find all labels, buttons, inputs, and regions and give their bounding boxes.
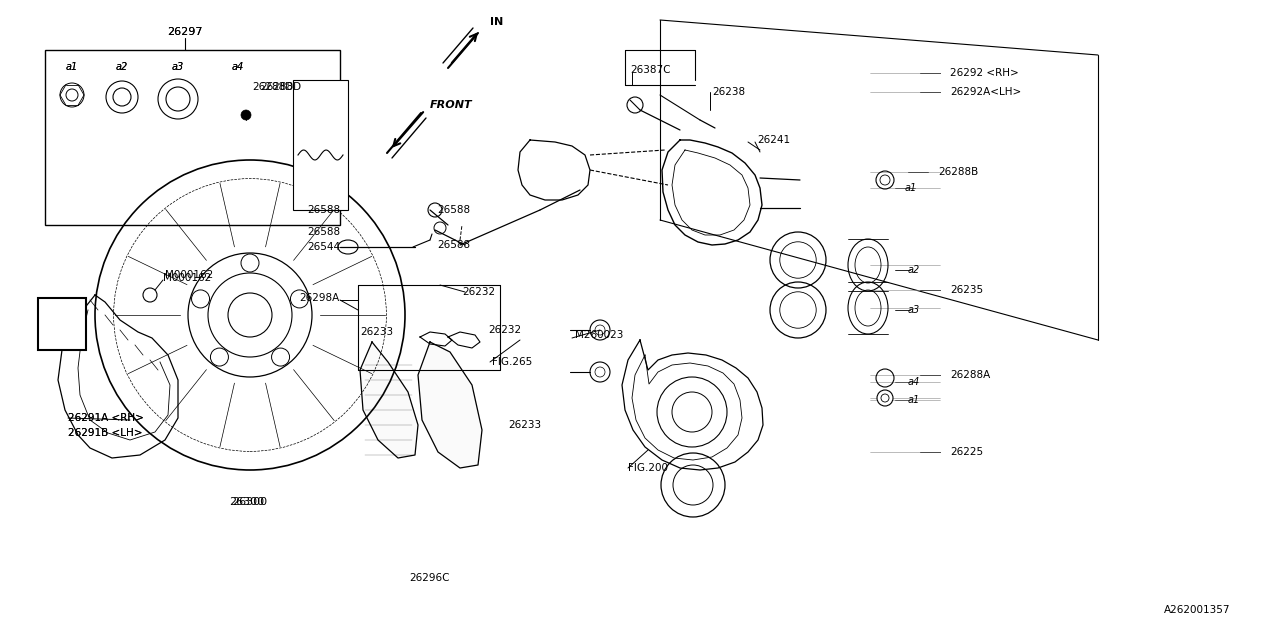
- Text: a2: a2: [116, 62, 128, 72]
- Text: 26233: 26233: [508, 420, 541, 430]
- Text: 26297: 26297: [168, 27, 202, 37]
- Text: 26291A <RH>: 26291A <RH>: [68, 413, 143, 423]
- Text: 26235: 26235: [950, 285, 983, 295]
- Text: 26297: 26297: [168, 27, 202, 37]
- Text: 26588: 26588: [307, 205, 340, 215]
- Text: 26238: 26238: [712, 87, 745, 97]
- Text: 26296C: 26296C: [410, 573, 451, 583]
- Text: IN: IN: [490, 17, 503, 27]
- Text: 26300: 26300: [229, 497, 265, 507]
- Circle shape: [877, 390, 893, 406]
- Text: 26288A: 26288A: [950, 370, 991, 380]
- Text: 26298A: 26298A: [300, 293, 340, 303]
- Text: 26588: 26588: [307, 227, 340, 237]
- Text: 26588: 26588: [436, 240, 470, 250]
- Text: 26291B <LH>: 26291B <LH>: [68, 428, 142, 438]
- Text: 26300: 26300: [233, 497, 268, 507]
- Text: M260023: M260023: [575, 330, 623, 340]
- Text: a1: a1: [905, 183, 918, 193]
- Text: a1: a1: [908, 395, 920, 405]
- Text: FIG.265: FIG.265: [492, 357, 532, 367]
- Text: 26241: 26241: [756, 135, 790, 145]
- Text: 26288D: 26288D: [252, 82, 293, 92]
- Text: 26232: 26232: [462, 287, 495, 297]
- Text: 26225: 26225: [950, 447, 983, 457]
- Text: A: A: [56, 317, 68, 332]
- Text: A262001357: A262001357: [1164, 605, 1230, 615]
- Text: a3: a3: [172, 62, 184, 72]
- Text: a4: a4: [232, 62, 244, 72]
- Text: FIG.200: FIG.200: [628, 463, 668, 473]
- Text: a2: a2: [116, 62, 128, 72]
- Text: M000162: M000162: [163, 273, 211, 283]
- Bar: [38, 298, 86, 350]
- Text: a3: a3: [908, 305, 920, 315]
- Text: 26288D: 26288D: [260, 82, 301, 92]
- Bar: [293, 80, 348, 210]
- Text: a3: a3: [172, 62, 184, 72]
- Text: a1: a1: [65, 62, 78, 72]
- Text: 26288B: 26288B: [938, 167, 978, 177]
- Text: M000162: M000162: [165, 270, 214, 280]
- Text: 26544: 26544: [307, 242, 340, 252]
- Text: 26291B <LH>: 26291B <LH>: [68, 428, 142, 438]
- Text: FRONT: FRONT: [430, 100, 472, 110]
- Text: 26588: 26588: [436, 205, 470, 215]
- Text: 26387C: 26387C: [630, 65, 671, 75]
- Text: a4: a4: [908, 377, 920, 387]
- Text: a1: a1: [65, 62, 78, 72]
- Text: 26291A <RH>: 26291A <RH>: [68, 413, 143, 423]
- Text: 26292A<LH>: 26292A<LH>: [950, 87, 1021, 97]
- Circle shape: [241, 110, 251, 120]
- Text: 26233: 26233: [360, 327, 393, 337]
- Text: 26232: 26232: [488, 325, 521, 335]
- Bar: [45, 50, 340, 225]
- Text: 26292 <RH>: 26292 <RH>: [950, 68, 1019, 78]
- Text: a2: a2: [908, 265, 920, 275]
- Text: a4: a4: [232, 62, 244, 72]
